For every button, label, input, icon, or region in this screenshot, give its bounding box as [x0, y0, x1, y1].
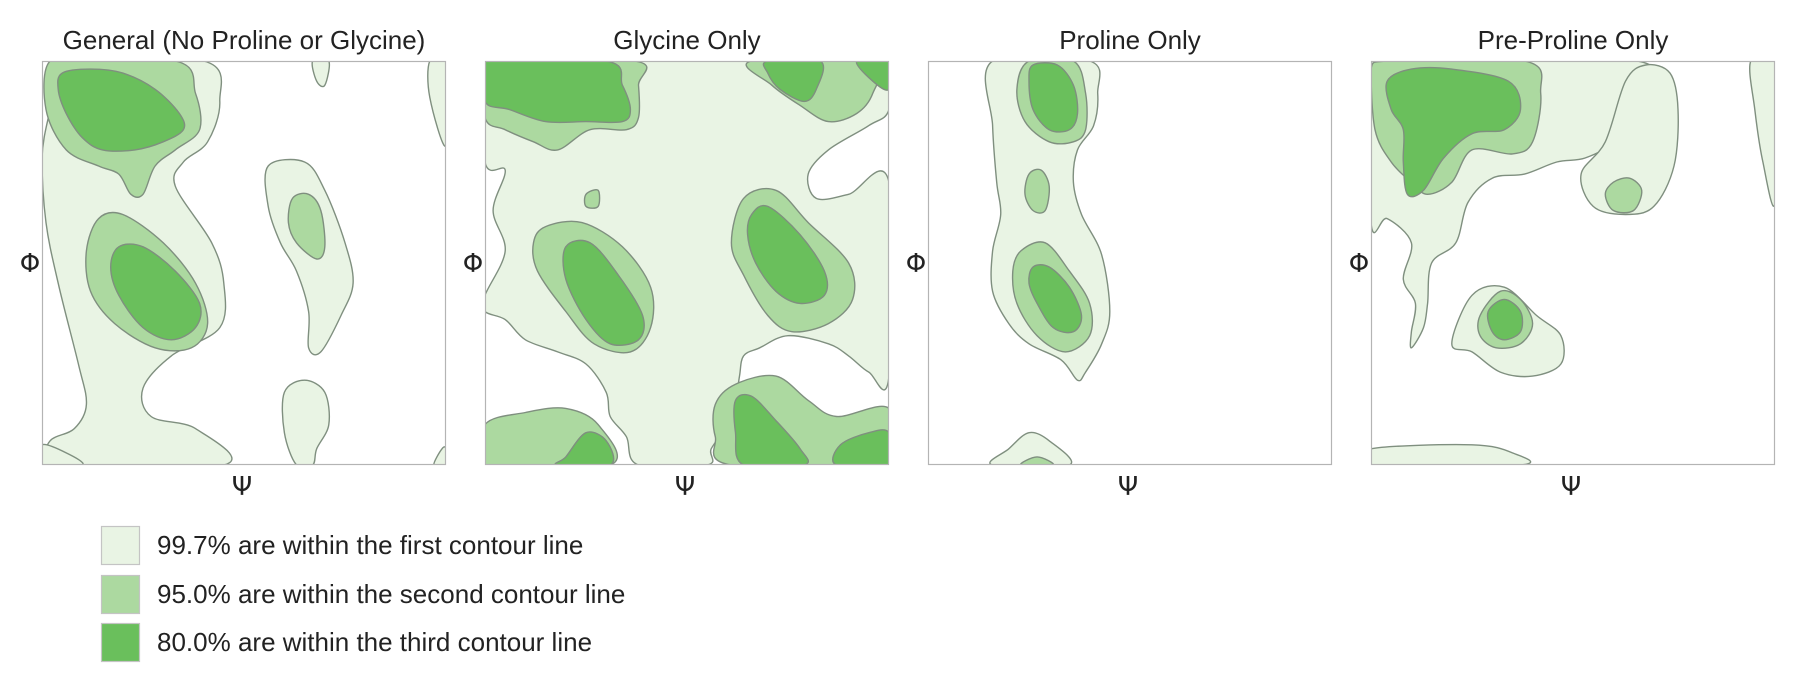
panel-4: Pre-Proline Only Ψ Φ [1349, 25, 1776, 502]
contour-region-level-3 [746, 204, 829, 305]
plot-area [927, 60, 1333, 466]
contour-region-level-3 [733, 393, 809, 465]
legend-label: 99.7% are within the first contour line [157, 530, 583, 560]
legend-swatch-level-2 [100, 574, 141, 615]
contour-region-level-2 [1604, 177, 1643, 214]
contour-region-level-2 [1024, 168, 1051, 214]
legend-swatch-level-3 [100, 622, 141, 663]
contour-region-level-1 [989, 431, 1073, 465]
y-axis-label: Φ [1349, 249, 1369, 279]
panel-1: General (No Proline or Glycine) Ψ Φ [20, 25, 447, 502]
plot-area [484, 60, 890, 466]
contour-region-level-3 [1028, 62, 1079, 133]
plot-frame [1370, 60, 1776, 466]
contour-region-level-1 [42, 443, 84, 465]
contour-region-level-1 [264, 158, 354, 356]
y-axis-label: Φ [463, 249, 483, 279]
legend-label: 95.0% are within the second contour line [157, 579, 625, 609]
panel-title: Proline Only [1059, 25, 1201, 55]
contour-region-level-1 [1749, 61, 1775, 207]
panels-group: General (No Proline or Glycine)ΨΦGlycine… [20, 25, 1776, 502]
contour-region-level-1 [433, 446, 446, 465]
legend: 99.7% are within the first contour line 9… [100, 525, 625, 663]
contour-region-level-3 [1486, 298, 1524, 341]
plot-frame [41, 60, 447, 466]
legend-item: 95.0% are within the second contour line [100, 574, 625, 615]
contour-region-level-2 [1019, 456, 1055, 465]
contour-regions [485, 61, 889, 465]
contour-regions [1371, 61, 1775, 465]
contour-region-level-1 [1580, 63, 1679, 216]
contour-region-level-3 [1385, 66, 1522, 198]
contour-region-level-2 [583, 189, 601, 209]
plot-frame [484, 60, 890, 466]
contour-region-level-2 [287, 192, 326, 260]
legend-swatch-level-1 [100, 525, 141, 566]
contour-region-level-3 [110, 243, 202, 341]
panel-title: Pre-Proline Only [1478, 25, 1669, 55]
plot-area [41, 60, 447, 466]
contour-region-level-1 [281, 379, 331, 465]
contour-regions [42, 61, 446, 465]
contour-region-level-1 [427, 61, 446, 147]
contour-regions [984, 61, 1111, 465]
panel-title: General (No Proline or Glycine) [63, 25, 426, 55]
y-axis-label: Φ [20, 249, 40, 279]
x-axis-label: Ψ [232, 472, 252, 502]
panel-2: Glycine Only Ψ Φ [463, 25, 890, 502]
legend-label: 80.0% are within the third contour line [157, 627, 592, 657]
contour-region-level-3 [762, 61, 825, 103]
plot-background [928, 61, 1332, 465]
contour-region-level-3 [57, 68, 186, 152]
plot-frame [927, 60, 1333, 466]
x-axis-label: Ψ [1561, 472, 1581, 502]
contour-region-level-1 [1371, 443, 1532, 465]
x-axis-label: Ψ [675, 472, 695, 502]
plot-area [1370, 60, 1776, 466]
contour-region-level-3 [1028, 264, 1083, 334]
panel-3: Proline Only Ψ Φ [906, 25, 1333, 502]
contour-region-level-3 [485, 61, 632, 124]
contour-region-level-3 [855, 61, 889, 91]
x-axis-label: Ψ [1118, 472, 1138, 502]
legend-item: 99.7% are within the first contour line [100, 525, 583, 566]
y-axis-label: Φ [906, 249, 926, 279]
contour-region-level-3 [562, 239, 645, 346]
contour-region-level-1 [311, 61, 331, 88]
panel-title: Glycine Only [613, 25, 760, 55]
legend-item: 80.0% are within the third contour line [100, 622, 592, 663]
